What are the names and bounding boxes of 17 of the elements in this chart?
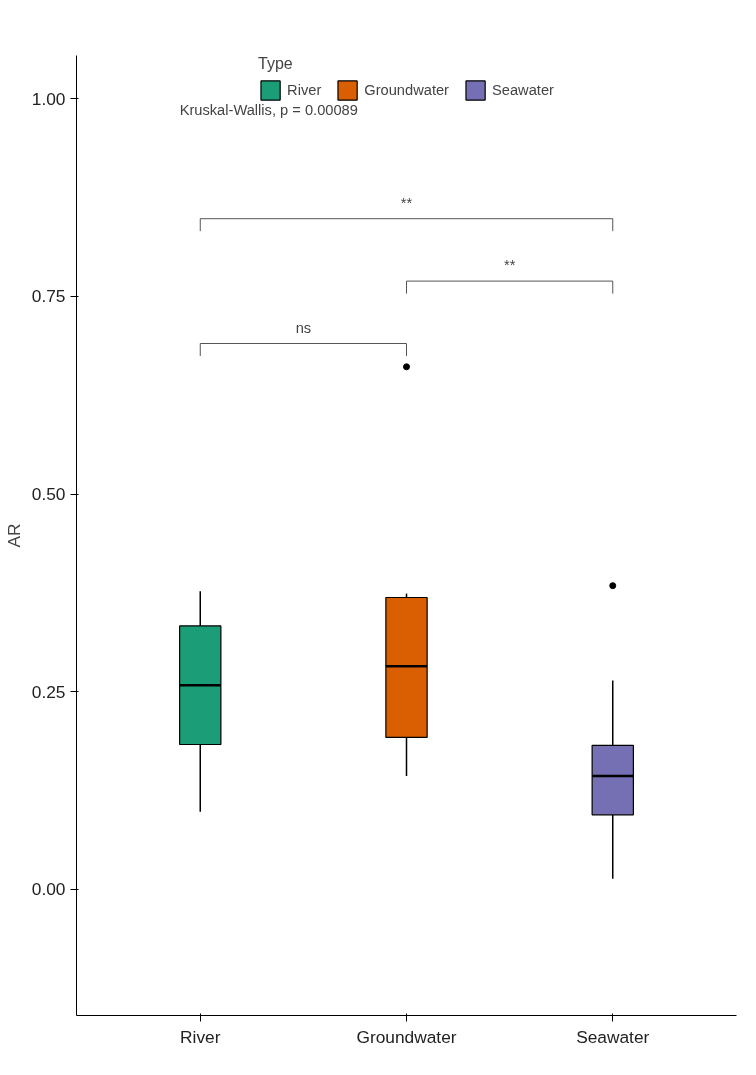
annotation: Kruskal-Wallis, p = 0.00089 — [179, 101, 358, 118]
y-tick-label: 0.75 — [31, 286, 66, 307]
legend-label: Seawater — [492, 82, 554, 98]
legend-title: Type — [258, 55, 294, 73]
y-axis-title: AR — [3, 523, 24, 548]
legend-label: River — [287, 82, 322, 98]
y-tick-label: 0.50 — [31, 484, 66, 505]
annotation: ** — [400, 195, 413, 212]
annotation: ns — [295, 319, 312, 336]
y-tick-label: 1.00 — [31, 88, 66, 109]
y-tick-label: 0.25 — [31, 681, 66, 702]
annotation: ** — [503, 257, 516, 274]
legend-label: Groundwater — [364, 82, 450, 98]
x-tick-label: Seawater — [576, 1026, 650, 1047]
x-tick-label: Groundwater — [356, 1026, 457, 1047]
y-tick-label: 0.00 — [31, 879, 66, 900]
x-tick-label: River — [180, 1026, 221, 1047]
